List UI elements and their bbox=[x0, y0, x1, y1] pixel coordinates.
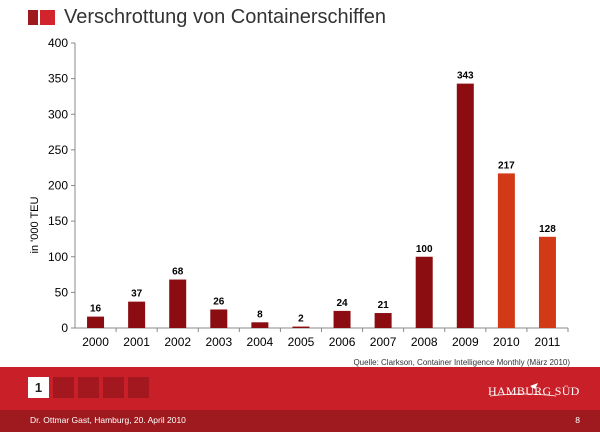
slide-header: Verschrottung von Containerschiffen bbox=[0, 0, 600, 38]
x-tick-label: 2006 bbox=[329, 335, 356, 349]
pager-page-box[interactable] bbox=[78, 377, 99, 398]
bar-value-label: 21 bbox=[378, 300, 390, 311]
x-tick-label: 2005 bbox=[288, 335, 315, 349]
y-tick-label: 400 bbox=[48, 36, 68, 50]
bar bbox=[456, 83, 474, 328]
pager-page-box[interactable] bbox=[103, 377, 124, 398]
company-logo: HAMBURG SÜD bbox=[488, 380, 579, 400]
footer-presenter: Dr. Ottmar Gast, Hamburg, 20. April 2010 bbox=[30, 415, 186, 425]
x-tick-label: 2007 bbox=[370, 335, 397, 349]
y-tick-label: 300 bbox=[48, 107, 68, 121]
y-tick-label: 100 bbox=[48, 250, 68, 264]
y-tick-label: 0 bbox=[61, 321, 68, 335]
bar bbox=[292, 326, 310, 328]
bar-value-label: 128 bbox=[539, 224, 556, 235]
bar-value-label: 343 bbox=[457, 71, 474, 82]
pager-current-page[interactable]: 1 bbox=[28, 377, 49, 398]
bar bbox=[374, 313, 392, 328]
bar-value-label: 100 bbox=[416, 244, 433, 255]
logo-emblem-icon bbox=[489, 383, 557, 397]
header-accent-red bbox=[40, 10, 55, 25]
x-tick-label: 2004 bbox=[247, 335, 274, 349]
x-tick-label: 2002 bbox=[164, 335, 191, 349]
y-axis-label: in '000 TEU bbox=[29, 196, 41, 253]
chart-axes: 0 50 100 150 200 250 300 350 400 bbox=[48, 36, 569, 335]
x-tick-label: 2010 bbox=[493, 335, 520, 349]
pager-page-box[interactable] bbox=[53, 377, 74, 398]
bar bbox=[497, 173, 515, 328]
bar bbox=[169, 279, 187, 328]
x-tick-label: 2000 bbox=[82, 335, 109, 349]
y-tick-label: 200 bbox=[48, 179, 68, 193]
bar-value-label: 26 bbox=[213, 296, 225, 307]
bar bbox=[210, 309, 228, 328]
chart-labels: 16 2000 37 2001 68 2002 26 2003 8 2004 2 2005 24 2006… bbox=[82, 71, 560, 349]
header-accent-dark bbox=[28, 10, 38, 25]
bar-value-label: 68 bbox=[172, 267, 184, 278]
x-tick-label: 2011 bbox=[535, 335, 561, 349]
y-tick-label: 150 bbox=[48, 214, 68, 228]
navigation-band bbox=[0, 367, 600, 410]
x-tick-label: 2001 bbox=[123, 335, 150, 349]
bar-value-label: 2 bbox=[298, 314, 304, 325]
y-tick-label: 250 bbox=[48, 143, 68, 157]
pager-page-box[interactable] bbox=[128, 377, 149, 398]
y-tick-label: 350 bbox=[48, 72, 68, 86]
bar-value-label: 37 bbox=[131, 289, 143, 300]
slide-pager: 1 bbox=[28, 377, 149, 398]
footer-page-number: 8 bbox=[575, 415, 580, 425]
x-tick-label: 2008 bbox=[411, 335, 438, 349]
source-note: Quelle: Clarkson, Container Intelligence… bbox=[353, 358, 570, 367]
x-tick-label: 2003 bbox=[205, 335, 232, 349]
bar-value-label: 217 bbox=[498, 160, 515, 171]
bar bbox=[87, 316, 105, 328]
bar bbox=[251, 322, 269, 328]
bar-value-label: 8 bbox=[257, 309, 263, 320]
bar bbox=[538, 236, 556, 328]
chart-bars bbox=[87, 83, 556, 328]
slide-footer: Dr. Ottmar Gast, Hamburg, 20. April 2010… bbox=[0, 410, 600, 432]
bar bbox=[415, 256, 433, 328]
y-tick-label: 50 bbox=[55, 285, 69, 299]
bar-value-label: 16 bbox=[90, 304, 102, 315]
bar-chart: 0 50 100 150 200 250 300 350 400 16 2000 37 2001 68 2… bbox=[29, 36, 569, 349]
x-tick-label: 2009 bbox=[452, 335, 479, 349]
bar-value-label: 24 bbox=[336, 298, 348, 309]
bar bbox=[128, 301, 146, 328]
slide-title: Verschrottung von Containerschiffen bbox=[64, 6, 387, 28]
bar bbox=[333, 310, 351, 328]
